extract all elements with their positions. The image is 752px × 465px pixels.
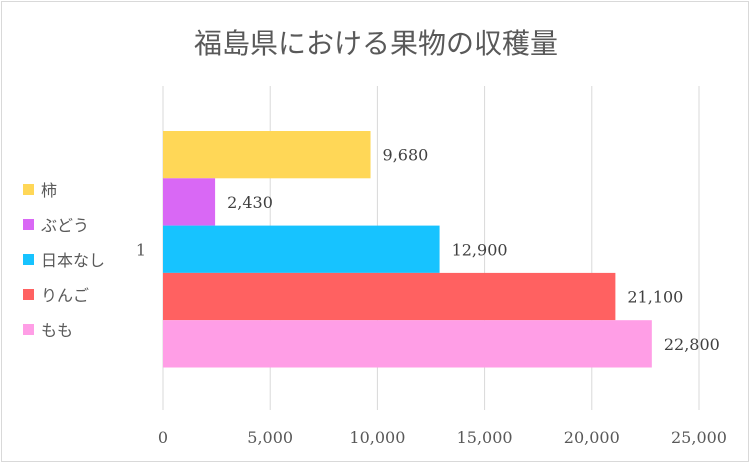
bar-2 bbox=[163, 178, 216, 226]
legend-item: りんご bbox=[23, 286, 89, 305]
legend-label: ぶどう bbox=[41, 216, 89, 235]
bar-4 bbox=[163, 272, 616, 321]
bar-1 bbox=[163, 131, 371, 179]
category-label: 1 bbox=[136, 240, 146, 259]
x-tick-label: 15,000 bbox=[457, 428, 513, 447]
legend-label: もも bbox=[41, 321, 73, 340]
legend-item: ぶどう bbox=[23, 216, 89, 235]
legend-item: 日本なし bbox=[23, 251, 105, 270]
legend-swatch bbox=[23, 289, 34, 300]
legend-swatch bbox=[23, 254, 34, 265]
data-label: 22,800 bbox=[664, 335, 720, 354]
legend-item: もも bbox=[23, 321, 73, 340]
data-label: 12,900 bbox=[452, 240, 508, 259]
y-axis: 1 bbox=[136, 240, 146, 259]
bar-5 bbox=[163, 320, 652, 368]
legend-label: 日本なし bbox=[41, 251, 105, 270]
x-axis: 0 5,000 10,000 15,000 20,000 25,000 bbox=[158, 428, 727, 447]
legend-label: りんご bbox=[41, 286, 89, 305]
x-tick-label: 20,000 bbox=[564, 428, 620, 447]
legend-label: 柿 bbox=[41, 181, 57, 200]
bar-3 bbox=[163, 225, 440, 273]
x-tick-label: 10,000 bbox=[349, 428, 405, 447]
data-labels: 9,680 2,430 12,900 21,100 22,800 bbox=[227, 146, 720, 354]
data-label: 2,430 bbox=[227, 193, 273, 212]
x-tick-label: 5,000 bbox=[247, 428, 293, 447]
legend-item: 柿 bbox=[23, 181, 57, 200]
legend-swatch bbox=[23, 324, 34, 335]
bars bbox=[163, 131, 652, 368]
data-label: 21,100 bbox=[627, 288, 683, 307]
legend-swatch bbox=[23, 184, 34, 195]
x-tick-label: 0 bbox=[158, 428, 168, 447]
data-label: 9,680 bbox=[383, 146, 429, 165]
x-tick-label: 25,000 bbox=[671, 428, 727, 447]
legend-swatch bbox=[23, 219, 34, 230]
chart-title: 福島県における果物の収穫量 bbox=[194, 27, 558, 60]
